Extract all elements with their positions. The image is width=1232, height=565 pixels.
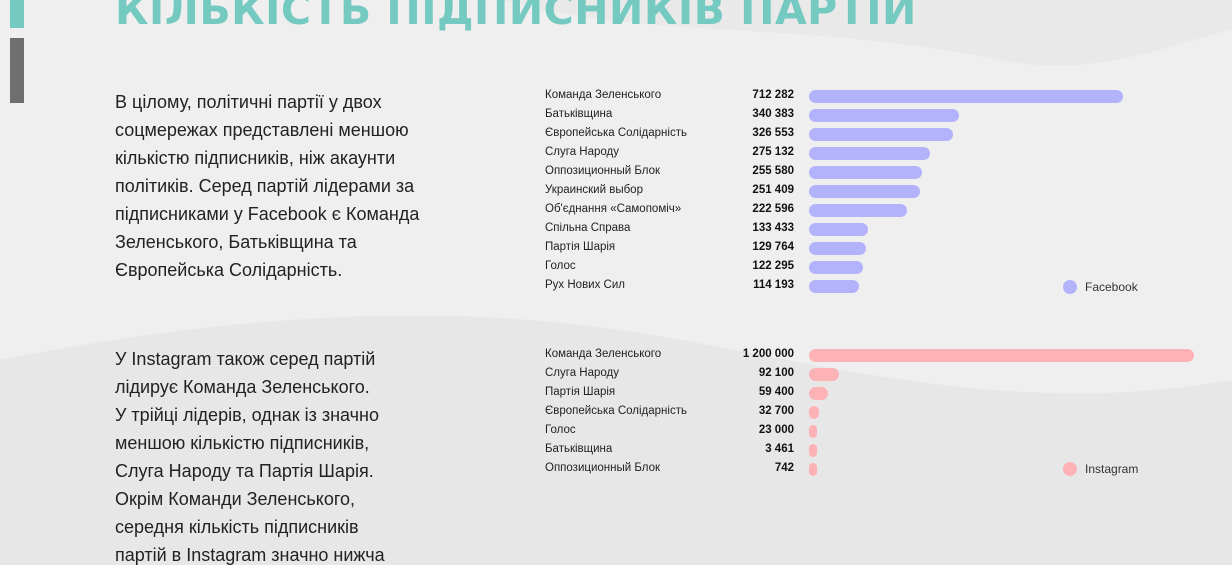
category-label: Батьківщина bbox=[545, 443, 613, 455]
paragraph-line: Слуга Народу та Партія Шарія. bbox=[115, 461, 374, 481]
paragraph-line: партій в Instagram значно нижча bbox=[115, 545, 385, 565]
facebook-bar bbox=[809, 185, 920, 198]
paragraph-line: В цілому, політичні партії у двох bbox=[115, 92, 382, 112]
paragraph-line: меншою кількістю підписників, bbox=[115, 433, 370, 453]
value-label: 326 553 bbox=[752, 127, 794, 139]
accent-bar-gray bbox=[10, 38, 24, 103]
facebook-bar-row: Слуга Народу 275 132 bbox=[540, 144, 1200, 163]
facebook-legend-swatch bbox=[1063, 280, 1077, 294]
instagram-bar-row: Європейська Солідарність 32 700 bbox=[540, 403, 1200, 422]
instagram-bar bbox=[809, 406, 820, 419]
facebook-bar bbox=[809, 280, 860, 293]
value-label: 275 132 bbox=[752, 146, 794, 158]
facebook-bar-row: Голос 122 295 bbox=[540, 258, 1200, 277]
instagram-bar-row: Команда Зеленського 1 200 000 bbox=[540, 346, 1200, 365]
value-label: 129 764 bbox=[752, 241, 794, 253]
facebook-bar bbox=[809, 147, 931, 160]
category-label: Слуга Народу bbox=[545, 146, 619, 158]
category-label: Оппозиционный Блок bbox=[545, 165, 661, 177]
paragraph-line: підписниками у Facebook є Команда bbox=[115, 204, 420, 224]
value-label: 3 461 bbox=[765, 443, 794, 455]
instagram-paragraph: У Instagram також серед партій лідирує К… bbox=[115, 345, 445, 565]
value-label: 222 596 bbox=[752, 203, 794, 215]
value-label: 32 700 bbox=[758, 405, 794, 417]
value-label: 59 400 bbox=[758, 386, 794, 398]
facebook-bar bbox=[809, 128, 953, 141]
paragraph-line: кількістю підписників, ніж акаунти bbox=[115, 148, 396, 168]
category-label: Украинский выбор bbox=[545, 184, 643, 196]
category-label: Європейська Солідарність bbox=[545, 127, 687, 139]
category-label: Команда Зеленського bbox=[545, 348, 662, 360]
paragraph-line: У Instagram також серед партій bbox=[115, 349, 376, 369]
facebook-bar bbox=[809, 261, 863, 274]
facebook-bar-row: Спільна Справа 133 433 bbox=[540, 220, 1200, 239]
facebook-legend-label: Facebook bbox=[1085, 280, 1138, 294]
facebook-bar-row: Оппозиционный Блок 255 580 bbox=[540, 163, 1200, 182]
facebook-bar bbox=[809, 242, 867, 255]
value-label: 92 100 bbox=[758, 367, 794, 379]
page-title: КІЛЬКІСТЬ ПІДПИСНИКІВ ПАРТІЙ bbox=[115, 0, 917, 34]
paragraph-line: середня кількість підписників bbox=[115, 517, 359, 537]
value-label: 1 200 000 bbox=[742, 348, 794, 360]
paragraph-line: лідирує Команда Зеленського. bbox=[115, 377, 370, 397]
category-label: Батьківщина bbox=[545, 108, 613, 120]
category-label: Команда Зеленського bbox=[545, 89, 662, 101]
instagram-bar-row: Партія Шарія 59 400 bbox=[540, 384, 1200, 403]
facebook-bar-row: Украинский выбор 251 409 bbox=[540, 182, 1200, 201]
instagram-legend-label: Instagram bbox=[1085, 462, 1139, 476]
paragraph-line: У трійці лідерів, однак із значно bbox=[115, 405, 379, 425]
value-label: 114 193 bbox=[753, 279, 794, 291]
facebook-bar-row: Команда Зеленського 712 282 bbox=[540, 87, 1200, 106]
facebook-bar-row: Партія Шарія 129 764 bbox=[540, 239, 1200, 258]
paragraph-line: політиків. Серед партій лідерами за bbox=[115, 176, 415, 196]
instagram-bar bbox=[809, 387, 829, 400]
instagram-bar bbox=[809, 349, 1194, 362]
facebook-bar-row: Об'єднання «Самопоміч» 222 596 bbox=[540, 201, 1200, 220]
facebook-bar bbox=[809, 204, 908, 217]
facebook-bar-row: Рух Нових Сил 114 193 bbox=[540, 277, 1200, 296]
facebook-bar bbox=[809, 109, 960, 122]
category-label: Рух Нових Сил bbox=[545, 279, 625, 291]
facebook-bar-row: Європейська Солідарність 326 553 bbox=[540, 125, 1200, 144]
instagram-bar bbox=[809, 368, 839, 381]
value-label: 742 bbox=[774, 462, 794, 474]
value-label: 122 295 bbox=[752, 260, 794, 272]
facebook-paragraph: В цілому, політичні партії у двох соцмер… bbox=[115, 88, 445, 284]
paragraph-line: Окрім Команди Зеленського, bbox=[115, 489, 356, 509]
instagram-bar bbox=[809, 444, 817, 457]
value-label: 255 580 bbox=[752, 165, 794, 177]
instagram-bar-row: Голос 23 000 bbox=[540, 422, 1200, 441]
category-label: Голос bbox=[545, 424, 576, 436]
value-label: 712 282 bbox=[752, 89, 794, 101]
instagram-bar bbox=[809, 425, 817, 438]
instagram-bar-row: Оппозиционный Блок 742 bbox=[540, 460, 1200, 479]
category-label: Спільна Справа bbox=[545, 222, 631, 234]
category-label: Об'єднання «Самопоміч» bbox=[545, 203, 682, 215]
category-label: Оппозиционный Блок bbox=[545, 462, 661, 474]
category-label: Голос bbox=[545, 260, 576, 272]
instagram-bar bbox=[809, 463, 817, 476]
facebook-bar bbox=[809, 166, 922, 179]
value-label: 340 383 bbox=[752, 108, 794, 120]
category-label: Слуга Народу bbox=[545, 367, 619, 379]
instagram-bar-row: Слуга Народу 92 100 bbox=[540, 365, 1200, 384]
facebook-bar bbox=[809, 90, 1123, 103]
category-label: Європейська Солідарність bbox=[545, 405, 687, 417]
instagram-legend-swatch bbox=[1063, 462, 1077, 476]
value-label: 133 433 bbox=[752, 222, 794, 234]
facebook-bar-row: Батьківщина 340 383 bbox=[540, 106, 1200, 125]
paragraph-line: Зеленського, Батьківщина та bbox=[115, 232, 357, 252]
facebook-bar bbox=[809, 223, 868, 236]
accent-bar-teal bbox=[10, 0, 24, 28]
category-label: Партія Шарія bbox=[545, 386, 616, 398]
paragraph-line: соцмережах представлені меншою bbox=[115, 120, 409, 140]
value-label: 23 000 bbox=[758, 424, 794, 436]
paragraph-line: Європейська Солідарність. bbox=[115, 260, 343, 280]
instagram-bar-row: Батьківщина 3 461 bbox=[540, 441, 1200, 460]
category-label: Партія Шарія bbox=[545, 241, 616, 253]
value-label: 251 409 bbox=[752, 184, 794, 196]
